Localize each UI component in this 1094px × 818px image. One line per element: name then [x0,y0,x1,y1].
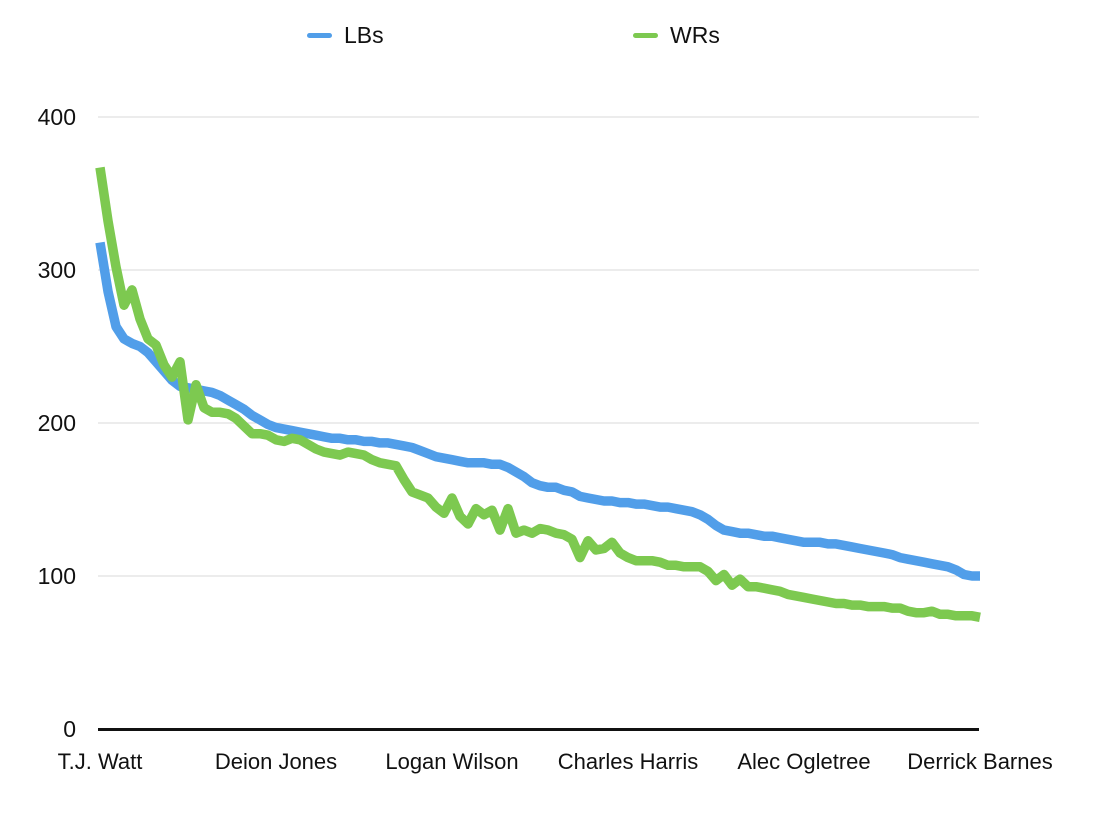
series-line-WRs [95,166,981,622]
x-tick-label: T.J. Watt [58,749,143,774]
x-tick-label: Deion Jones [215,749,337,774]
x-tick-label: Logan Wilson [385,749,518,774]
series-line-LBs [95,241,980,581]
legend-item-wrs: WRs [633,24,720,47]
legend-label-wrs: WRs [670,22,720,48]
y-tick-label: 100 [38,563,76,589]
legend-label-lbs: LBs [344,22,384,48]
y-tick-label: 0 [63,716,76,742]
y-tick-label: 400 [38,104,76,130]
chart-legend: LBs WRs [0,0,1094,60]
x-tick-label: Alec Ogletree [737,749,870,774]
y-tick-label: 200 [38,410,76,436]
lbs-line-swatch-icon [307,33,332,38]
y-tick-label: 300 [38,257,76,283]
wrs-line-swatch-icon [633,33,658,38]
legend-item-lbs: LBs [307,24,384,47]
x-tick-label: Derrick Barnes [907,749,1052,774]
x-tick-label: Charles Harris [558,749,699,774]
